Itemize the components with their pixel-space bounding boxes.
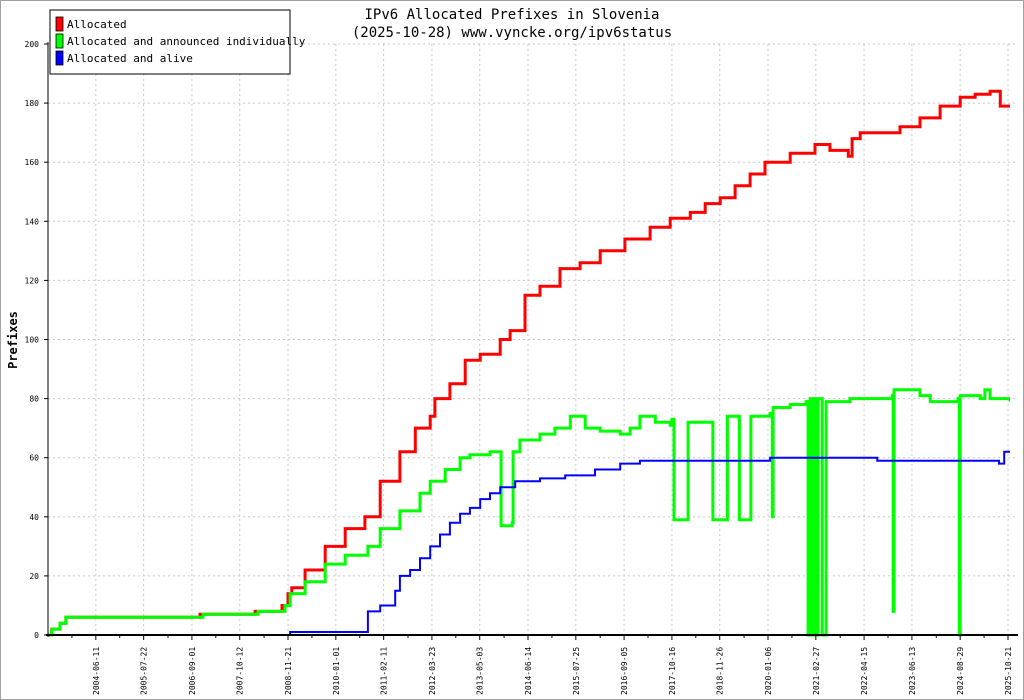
chart-title: IPv6 Allocated Prefixes in Slovenia xyxy=(364,7,659,23)
y-tick-label: 160 xyxy=(25,158,40,167)
y-tick-label: 0 xyxy=(34,631,39,640)
legend-swatch xyxy=(55,16,64,32)
legend: Allocated Allocated and announced individ… xyxy=(49,9,306,75)
axes: 0 20 40 60 80 100 120 140 160 180 200 2004-06-11 200… xyxy=(25,40,1018,695)
x-tick-label: 2018-11-26 xyxy=(716,647,725,695)
x-tick-label: 2015-07-25 xyxy=(572,647,581,695)
x-tick-label: 2024-08-29 xyxy=(956,647,965,695)
y-tick-label: 40 xyxy=(29,513,39,522)
x-tick-label: 2011-02-11 xyxy=(380,647,389,695)
y-tick-label: 60 xyxy=(29,454,39,463)
chart-subtitle: (2025-10-28) www.vyncke.org/ipv6status xyxy=(352,25,672,41)
y-tick-label: 180 xyxy=(25,99,40,108)
x-tick-label: 2017-10-16 xyxy=(668,647,677,695)
x-tick-label: 2004-06-11 xyxy=(92,647,101,695)
x-tick-label: 2006-09-01 xyxy=(188,647,197,695)
x-tick-label: 2025-10-21 xyxy=(1004,647,1013,695)
x-tick-label: 2007-10-12 xyxy=(236,647,245,695)
grid xyxy=(48,43,1018,635)
x-tick-label: 2005-07-22 xyxy=(140,647,149,695)
y-tick-label: 20 xyxy=(29,572,39,581)
x-tick-label: 2020-01-06 xyxy=(764,647,773,695)
x-tick-label: 2022-04-15 xyxy=(860,647,869,695)
series-line-allocated xyxy=(48,89,1010,637)
legend-swatch xyxy=(55,33,64,49)
x-tick-label: 2013-05-03 xyxy=(476,647,485,695)
x-tick-label: 2012-03-23 xyxy=(428,647,437,695)
series-lines xyxy=(48,89,1010,637)
y-tick-label: 200 xyxy=(25,40,40,49)
legend-box xyxy=(49,9,291,75)
y-tick-label: 140 xyxy=(25,217,40,226)
series-line-allocated-and-alive xyxy=(48,450,1010,636)
x-tick-label: 2008-11-21 xyxy=(284,647,293,695)
x-tick-label: 2010-01-01 xyxy=(332,647,341,695)
series-line-allocated-and-announced-individually xyxy=(48,388,1010,637)
y-tick-label: 120 xyxy=(25,276,40,285)
y-tick-label: 100 xyxy=(25,336,40,345)
x-tick-label: 2016-09-05 xyxy=(620,647,629,695)
legend-label: Allocated and alive xyxy=(67,52,193,65)
x-tick-label: 2023-06-13 xyxy=(908,647,917,695)
x-tick-label: 2021-02-27 xyxy=(812,647,821,695)
x-tick-label: 2014-06-14 xyxy=(524,647,533,695)
legend-swatch xyxy=(55,50,64,66)
y-axis-label: Prefixes xyxy=(6,311,20,369)
legend-label: Allocated xyxy=(67,18,127,31)
legend-label: Allocated and announced individually xyxy=(67,35,306,48)
y-tick-label: 80 xyxy=(29,395,39,404)
